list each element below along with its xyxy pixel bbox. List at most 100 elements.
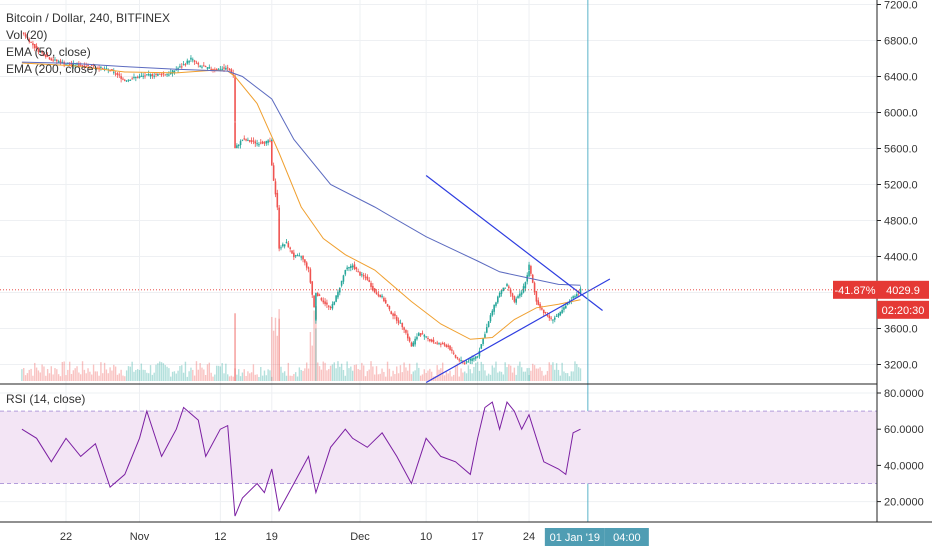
volume-bar	[146, 372, 148, 381]
volume-bar	[362, 365, 365, 381]
candle-body	[87, 64, 89, 66]
volume-bar	[315, 321, 317, 381]
volume-bar	[401, 372, 403, 381]
candle-body	[454, 354, 457, 358]
cursor-time-label: 04:00	[613, 532, 641, 544]
volume-bar	[92, 364, 95, 381]
candle-body	[316, 293, 319, 297]
lower-trendline	[425, 278, 611, 384]
candle-body	[408, 337, 411, 342]
candle-body	[203, 65, 205, 67]
volume-bar	[65, 375, 67, 381]
candle-body	[504, 287, 506, 289]
volume-bar	[228, 376, 231, 381]
volume-bar	[460, 368, 462, 381]
candle-body	[333, 301, 336, 305]
volume-bar	[449, 370, 451, 381]
candle-body	[68, 64, 71, 66]
candle-body	[320, 297, 323, 301]
volume-bar	[509, 365, 512, 381]
volume-bar	[511, 372, 514, 381]
volume-bar	[555, 363, 558, 381]
volume-bar	[269, 370, 271, 381]
ema-200-line	[21, 61, 581, 286]
candle-body	[248, 140, 251, 142]
volume-bar	[302, 370, 304, 381]
volume-bar	[197, 369, 199, 381]
volume-bar	[294, 372, 297, 381]
volume-bar	[412, 371, 414, 381]
volume-bar	[24, 375, 27, 381]
volume-bar	[304, 368, 306, 381]
candle-body	[24, 34, 27, 37]
volume-bar	[122, 375, 124, 381]
candle-body	[375, 292, 378, 295]
candle-body	[416, 336, 418, 340]
volume-bar	[102, 373, 104, 381]
volume-bar	[175, 373, 177, 381]
candle-body	[175, 69, 178, 71]
volume-bar	[484, 370, 486, 381]
candle-body	[335, 295, 337, 302]
candle-body	[247, 139, 249, 141]
volume-bar	[353, 364, 356, 381]
volume-bar	[170, 376, 172, 381]
candle-body	[168, 74, 170, 76]
volume-bar	[522, 371, 525, 381]
volume-bar	[333, 362, 335, 381]
candle-body	[463, 362, 466, 364]
volume-bar	[250, 372, 253, 381]
volume-bar	[471, 373, 473, 381]
candle-body	[544, 311, 547, 313]
volume-bar	[138, 369, 141, 381]
volume-bar	[195, 361, 198, 381]
candle-body	[173, 70, 176, 73]
candle-body	[188, 61, 190, 63]
candle-body	[441, 342, 444, 344]
candle-body	[381, 295, 383, 298]
volume-bar	[232, 376, 234, 381]
candle-body	[342, 275, 345, 282]
volume-bar	[557, 369, 560, 381]
volume-bar	[486, 375, 488, 381]
volume-bar	[254, 374, 256, 381]
volume-bar	[572, 371, 574, 381]
volume-bar	[313, 310, 315, 381]
volume-bar	[280, 366, 282, 381]
candle-body	[410, 342, 413, 347]
volume-bar	[469, 369, 471, 381]
candle-body	[90, 65, 93, 67]
volume-bar	[559, 375, 561, 381]
volume-bar	[135, 369, 137, 381]
candle-body	[142, 75, 144, 77]
candle-body	[465, 361, 468, 363]
volume-bar	[32, 375, 34, 381]
candle-body	[50, 58, 53, 61]
volume-bar	[144, 369, 146, 381]
volume-bar	[318, 366, 321, 381]
candle-body	[298, 255, 301, 257]
volume-bar	[309, 332, 312, 381]
volume-bar	[276, 335, 279, 381]
volume-bar	[285, 375, 288, 381]
volume-bar	[188, 371, 190, 381]
volume-bar	[532, 363, 534, 381]
volume-bar	[166, 366, 168, 381]
volume-bar	[34, 362, 36, 381]
volume-bar	[241, 372, 244, 381]
candle-body	[208, 67, 211, 69]
candle-body	[33, 43, 36, 49]
candle-body	[296, 255, 299, 257]
cursor-time-tag	[604, 528, 649, 546]
candle-body	[445, 345, 448, 348]
candle-body	[111, 69, 113, 71]
candle-body	[548, 315, 551, 319]
volume-bar	[351, 370, 354, 381]
candle-body	[311, 281, 314, 295]
candle-body	[440, 343, 442, 345]
candle-body	[399, 322, 402, 324]
volume-bar	[552, 362, 554, 381]
volume-bar	[136, 369, 139, 381]
rsi-line	[21, 401, 581, 517]
candle-body	[429, 339, 431, 341]
